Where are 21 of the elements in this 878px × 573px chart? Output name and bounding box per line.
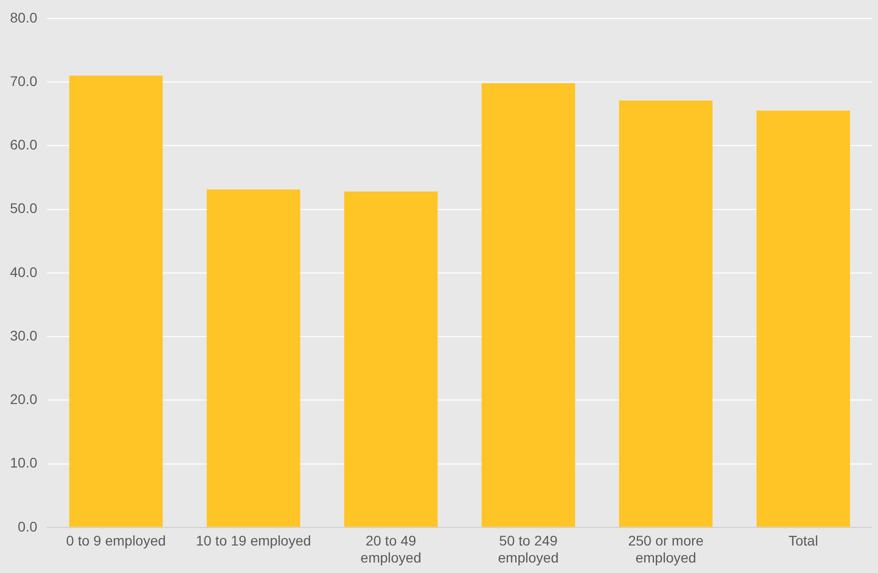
bar xyxy=(756,110,850,527)
x-tick-label: 250 or more employed xyxy=(628,532,704,566)
bar xyxy=(482,83,576,527)
x-tick-label: 50 to 249 employed xyxy=(498,532,559,566)
x-tick-label: Total xyxy=(788,532,818,549)
y-tick-label: 40.0 xyxy=(10,264,38,280)
y-tick-label: 60.0 xyxy=(10,136,38,153)
y-tick-label: 50.0 xyxy=(10,200,38,216)
x-tick-label: 10 to 19 employed xyxy=(196,532,312,549)
bar xyxy=(206,190,300,527)
bar xyxy=(619,100,713,527)
bar xyxy=(344,191,438,527)
bar xyxy=(69,76,163,527)
x-tick-label: 0 to 9 employed xyxy=(66,532,166,549)
y-tick-label: 10.0 xyxy=(10,454,38,471)
y-tick-label: 80.0 xyxy=(10,9,38,26)
x-tick-label: 20 to 49 employed xyxy=(360,532,422,566)
y-tick-label: 70.0 xyxy=(10,72,38,89)
y-tick-label: 0.0 xyxy=(18,518,38,534)
y-tick-label: 20.0 xyxy=(10,391,38,408)
y-tick-label: 30.0 xyxy=(10,327,38,344)
